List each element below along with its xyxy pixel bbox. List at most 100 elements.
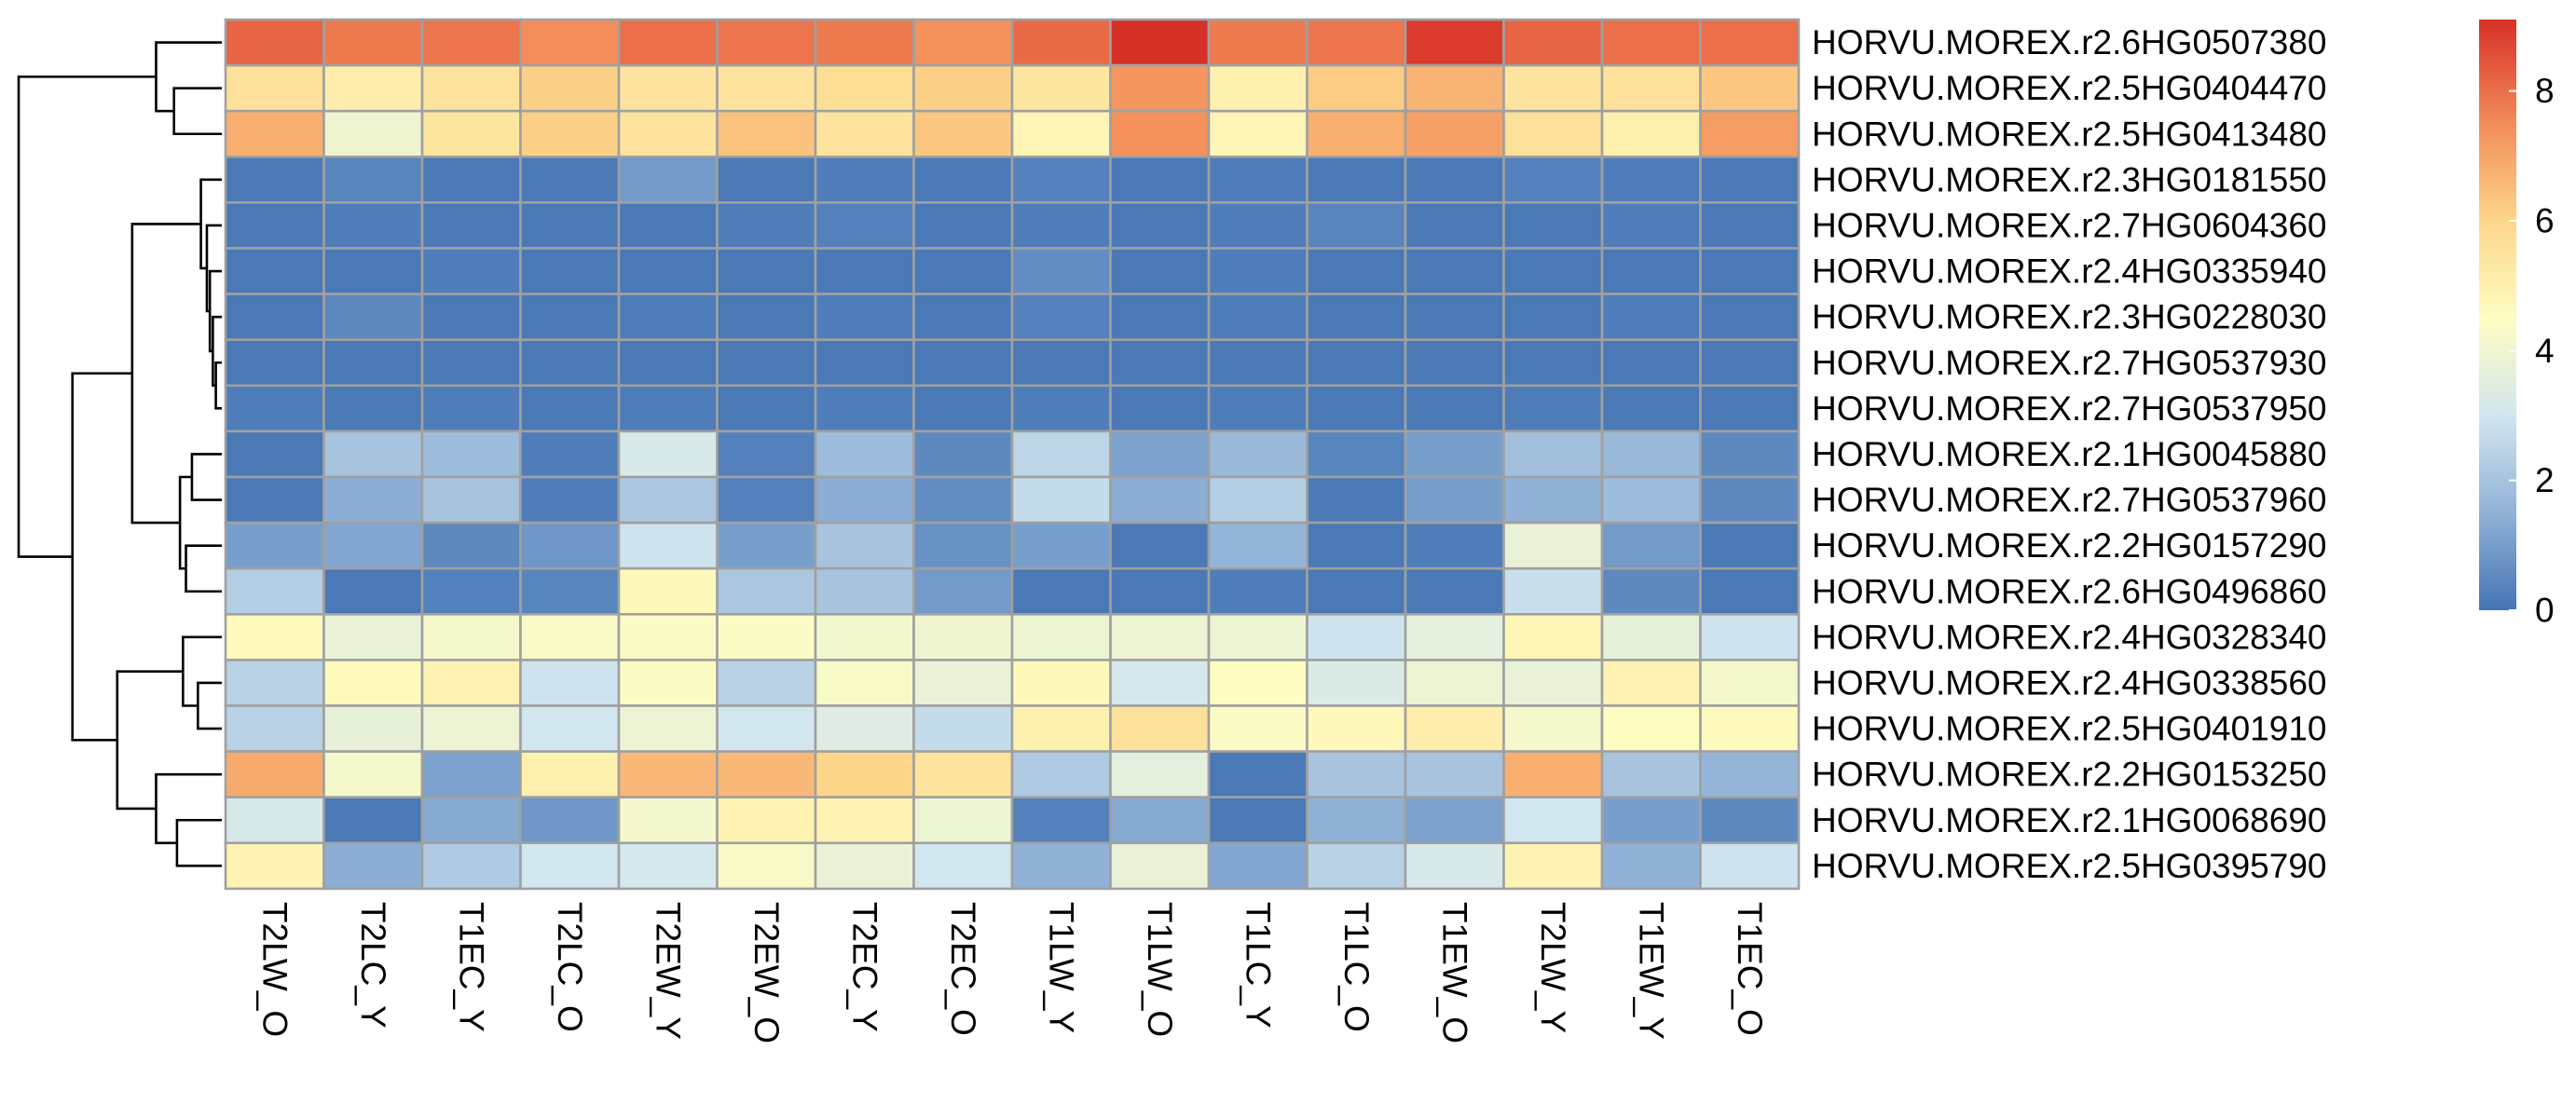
heatmap-cell: [1010, 293, 1112, 342]
heatmap-cell: [814, 384, 915, 433]
heatmap-cell: [1010, 566, 1112, 616]
heatmap-cells: [224, 18, 1801, 891]
dendrogram-branch: [71, 372, 132, 742]
heatmap-cell: [814, 659, 915, 707]
heatmap-cell: [617, 247, 719, 295]
dendrogram-branch: [214, 361, 222, 410]
dendrogram-branch: [175, 818, 222, 867]
heatmap-cell: [420, 796, 522, 845]
heatmap-cell: [420, 521, 522, 570]
heatmap-cell: [420, 612, 522, 661]
heatmap-cell: [716, 566, 817, 616]
heatmap-cell: [912, 521, 1014, 570]
heatmap-cell: [912, 796, 1014, 845]
heatmap-cell: [716, 338, 817, 388]
heatmap-cell: [1600, 796, 1702, 845]
heatmap-cell: [716, 750, 817, 798]
heatmap-cell: [1207, 156, 1309, 204]
row-label: HORVU.MOREX.r2.2HG0153250: [1812, 756, 2327, 794]
heatmap-cell: [224, 384, 325, 433]
heatmap-cell: [1010, 750, 1112, 798]
heatmap-cell: [1502, 750, 1604, 798]
heatmap-cell: [224, 841, 325, 891]
heatmap-cell: [1207, 109, 1309, 158]
heatmap-cell: [1109, 566, 1211, 616]
heatmap-cell: [1109, 521, 1211, 570]
heatmap-cell: [814, 475, 915, 525]
heatmap-cell: [814, 566, 915, 616]
heatmap-cell: [1600, 429, 1702, 479]
column-label: T2EC_O: [944, 902, 982, 1036]
heatmap-cell: [1306, 841, 1407, 891]
heatmap-cell: [1699, 475, 1801, 525]
heatmap-cell: [1010, 475, 1112, 525]
heatmap-cell: [1600, 384, 1702, 433]
heatmap-cell: [1699, 63, 1801, 113]
heatmap-cell: [1404, 156, 1505, 204]
heatmap-cell: [1207, 750, 1309, 798]
heatmap-cell: [912, 659, 1014, 707]
heatmap-cell: [716, 521, 817, 570]
heatmap-cell: [1699, 18, 1801, 67]
dendrogram-branch: [212, 315, 222, 388]
heatmap-cell: [519, 109, 621, 158]
heatmap-cell: [814, 293, 915, 342]
heatmap-cell: [1207, 201, 1309, 250]
heatmap-cell: [1699, 338, 1801, 388]
heatmap-cell: [1306, 750, 1407, 798]
heatmap-cell: [1600, 18, 1702, 67]
heatmap-cell: [519, 429, 621, 479]
heatmap-cell: [1306, 338, 1407, 388]
heatmap-cell: [1600, 566, 1702, 616]
color-legend: 0 2 4 6 8: [2479, 20, 2555, 630]
heatmap-cell: [1502, 63, 1604, 113]
heatmap-cell: [1502, 475, 1604, 525]
heatmap-cell: [1207, 704, 1309, 753]
heatmap-cell: [1010, 429, 1112, 479]
heatmap-cell: [420, 18, 522, 67]
heatmap-cell: [519, 201, 621, 250]
heatmap-cell: [1502, 338, 1604, 388]
heatmap-cell: [322, 18, 424, 67]
heatmap-cell: [519, 384, 621, 433]
heatmap-cell: [716, 156, 817, 204]
heatmap-cell: [1502, 109, 1604, 158]
heatmap-cell: [1404, 475, 1505, 525]
heatmap-cell: [1306, 475, 1407, 525]
heatmap-cell: [420, 475, 522, 525]
heatmap-cell: [1699, 201, 1801, 250]
heatmap-cell: [912, 841, 1014, 891]
heatmap-cell: [1306, 109, 1407, 158]
heatmap-cell: [1109, 659, 1211, 707]
heatmap-cell: [1109, 293, 1211, 342]
heatmap-cell: [1306, 612, 1407, 661]
row-label: HORVU.MOREX.r2.7HG0604360: [1812, 206, 2327, 244]
heatmap-cell: [420, 704, 522, 753]
heatmap-cell: [224, 566, 325, 616]
heatmap-cell: [1699, 750, 1801, 798]
heatmap-cell: [519, 612, 621, 661]
heatmap-cell: [1404, 566, 1505, 616]
heatmap-cell: [1109, 612, 1211, 661]
heatmap-cell: [617, 156, 719, 204]
heatmap-cell: [1010, 201, 1112, 250]
heatmap-cell: [1207, 429, 1309, 479]
heatmap-cell: [1600, 109, 1702, 158]
column-label: T2LW_O: [255, 902, 294, 1037]
heatmap-cell: [1306, 796, 1407, 845]
dendrogram-branch: [155, 41, 222, 113]
legend-tick-label: 2: [2535, 461, 2555, 499]
heatmap-cell: [716, 201, 817, 250]
heatmap-cell: [912, 156, 1014, 204]
heatmap-cell: [617, 566, 719, 616]
heatmap-cell: [1010, 247, 1112, 295]
heatmap-cell: [519, 704, 621, 753]
heatmap-cell: [1306, 293, 1407, 342]
heatmap-cell: [1600, 338, 1702, 388]
heatmap-cell: [1109, 247, 1211, 295]
heatmap-cell: [1404, 109, 1505, 158]
heatmap-cell: [519, 841, 621, 891]
heatmap-cell: [420, 659, 522, 707]
column-label: T1EW_Y: [1632, 902, 1670, 1040]
row-label: HORVU.MOREX.r2.7HG0537950: [1812, 389, 2327, 428]
